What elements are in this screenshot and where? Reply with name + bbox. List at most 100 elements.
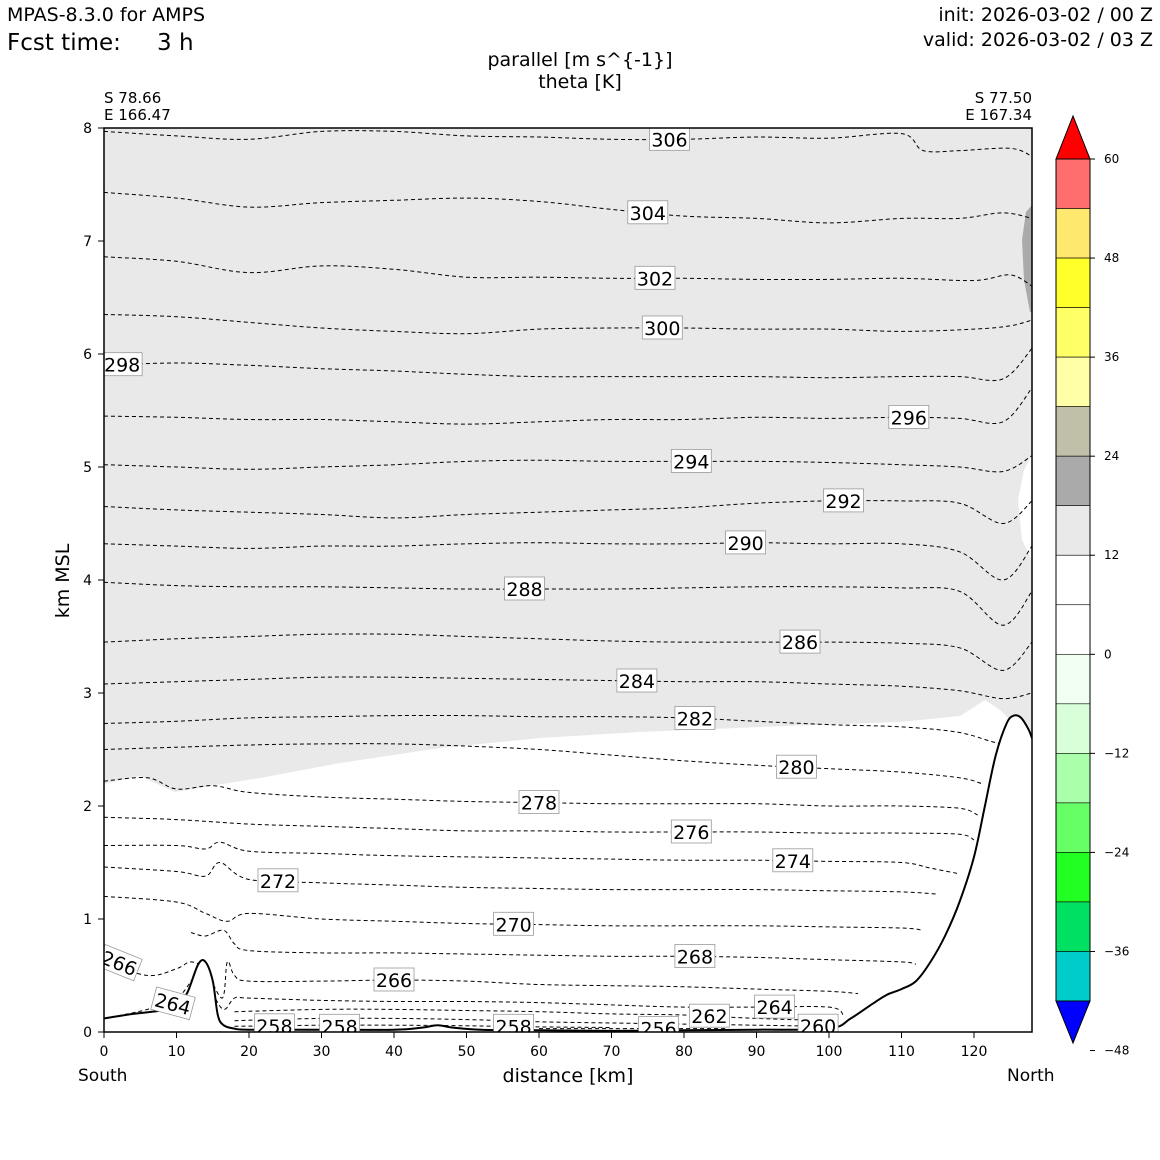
contour-label-266: 266 — [373, 967, 415, 992]
x-tick-label: 0 — [100, 1044, 109, 1060]
svg-text:260: 260 — [800, 1016, 836, 1038]
colorbar-band — [1055, 208, 1091, 259]
contour-label-300: 300 — [641, 315, 683, 340]
theta-contour-290 — [104, 542, 1032, 581]
left-end-lon: E 166.47 — [104, 106, 171, 124]
colorbar-band — [1055, 852, 1091, 903]
colorbar-tick-label: 60 — [1104, 152, 1119, 166]
svg-text:292: 292 — [825, 491, 861, 513]
x-tick-label: 100 — [816, 1044, 843, 1060]
colorbar-band — [1055, 753, 1091, 804]
theta-contour-270 — [104, 895, 924, 931]
contour-label-274: 274 — [772, 848, 814, 873]
colorbar-band — [1055, 703, 1091, 754]
y-tick-label: 8 — [83, 121, 92, 137]
theta-contour-302 — [104, 256, 1032, 287]
svg-text:306: 306 — [651, 129, 687, 151]
wind-shading-12-18 — [1022, 205, 1032, 312]
contour-label-extra-3: 258 — [493, 1013, 534, 1038]
contour-label-304: 304 — [627, 200, 669, 225]
contour-label-extra-2: 258 — [319, 1013, 361, 1032]
right-end-lon: E 167.34 — [965, 106, 1032, 124]
svg-text:284: 284 — [619, 671, 655, 693]
x-tick-label: 70 — [603, 1044, 621, 1060]
model-title: MPAS-8.3.0 for AMPS — [7, 4, 206, 26]
x-tick-label: 40 — [385, 1044, 403, 1060]
svg-text:266: 266 — [376, 970, 412, 992]
y-tick-label: 7 — [83, 234, 92, 250]
x-tick-label: 110 — [888, 1044, 915, 1060]
theta-contour-282 — [104, 714, 1032, 745]
y-tick-label: 3 — [83, 686, 92, 702]
right-end-side: North — [1007, 1066, 1055, 1086]
init-time: init: 2026-03-02 / 00 Z — [938, 4, 1153, 26]
theta-contour-258 — [234, 1024, 612, 1028]
colorbar-band — [1055, 307, 1091, 358]
contour-label-284: 284 — [616, 668, 658, 693]
svg-text:280: 280 — [778, 757, 814, 779]
x-tick-label: 30 — [313, 1044, 331, 1060]
theta-contour-272 — [104, 861, 938, 895]
x-tick-label: 80 — [675, 1044, 693, 1060]
contour-label-286: 286 — [779, 629, 821, 654]
theta-contour-306 — [104, 130, 1032, 157]
colorbar-band — [1055, 356, 1091, 407]
svg-text:262: 262 — [691, 1006, 727, 1028]
svg-text:282: 282 — [677, 708, 713, 730]
colorbar-tick-label: 12 — [1104, 548, 1119, 562]
colorbar-tick-label: 48 — [1104, 251, 1119, 265]
y-tick-label: 5 — [83, 460, 92, 476]
theta-contour-286 — [104, 633, 1032, 671]
contour-label-268: 268 — [674, 944, 716, 969]
colorbar-tick-label: 24 — [1104, 449, 1119, 463]
contour-label-258: 258 — [253, 1013, 295, 1038]
left-end-lat: S 78.66 — [104, 89, 162, 107]
colorbar-tick-label: −24 — [1104, 845, 1129, 859]
contour-label-280: 280 — [776, 754, 817, 779]
svg-text:256: 256 — [640, 1019, 676, 1041]
theta-contour-274 — [104, 841, 960, 875]
svg-text:302: 302 — [637, 268, 673, 290]
contour-label-306: 306 — [649, 128, 690, 151]
svg-text:296: 296 — [891, 407, 927, 429]
theta-contour-288 — [104, 581, 1032, 626]
theta-contour-292 — [104, 500, 1032, 525]
colorbar-band — [1055, 406, 1091, 457]
contour-label-262: 262 — [689, 1003, 730, 1028]
svg-text:258: 258 — [495, 1016, 531, 1038]
theta-contour-280 — [104, 743, 982, 784]
x-tick-label: 10 — [168, 1044, 186, 1060]
forecast-time-label: Fcst time: — [7, 30, 121, 56]
right-end-lat: S 77.50 — [974, 89, 1032, 107]
colorbar-band — [1055, 455, 1091, 507]
svg-text:258: 258 — [256, 1016, 292, 1038]
wind-shading-0-6 — [104, 700, 1032, 1032]
theta-contour-300 — [104, 314, 1032, 335]
x-tick-label: 50 — [458, 1044, 476, 1060]
colorbar-band — [1055, 802, 1091, 853]
svg-text:270: 270 — [495, 914, 531, 936]
svg-text:300: 300 — [644, 318, 680, 340]
x-tick-label: 90 — [748, 1044, 766, 1060]
chart-title-line2: theta [K] — [538, 71, 622, 93]
svg-text:286: 286 — [782, 632, 818, 654]
colorbar-band — [1055, 951, 1091, 1002]
colorbar-tick-label: 36 — [1104, 350, 1119, 364]
colorbar-band — [1055, 257, 1091, 308]
y-tick-label: 4 — [83, 573, 92, 589]
valid-time: valid: 2026-03-02 / 03 Z — [922, 29, 1153, 51]
y-tick-label: 2 — [83, 799, 92, 815]
svg-text:304: 304 — [630, 203, 666, 225]
colorbar-extend-top — [1055, 114, 1091, 160]
theta-contour-278 — [104, 777, 978, 816]
colorbar-frame — [1055, 158, 1091, 1002]
contour-label-288: 288 — [504, 576, 545, 601]
theta-contour-304 — [104, 191, 1032, 224]
x-tick-label: 120 — [961, 1044, 988, 1060]
contour-label-290: 290 — [725, 530, 766, 555]
x-tick-label: 60 — [530, 1044, 548, 1060]
colorbar-tick-label: −36 — [1104, 944, 1129, 958]
forecast-time-value: 3 h — [157, 30, 194, 56]
svg-text:264: 264 — [756, 997, 792, 1019]
